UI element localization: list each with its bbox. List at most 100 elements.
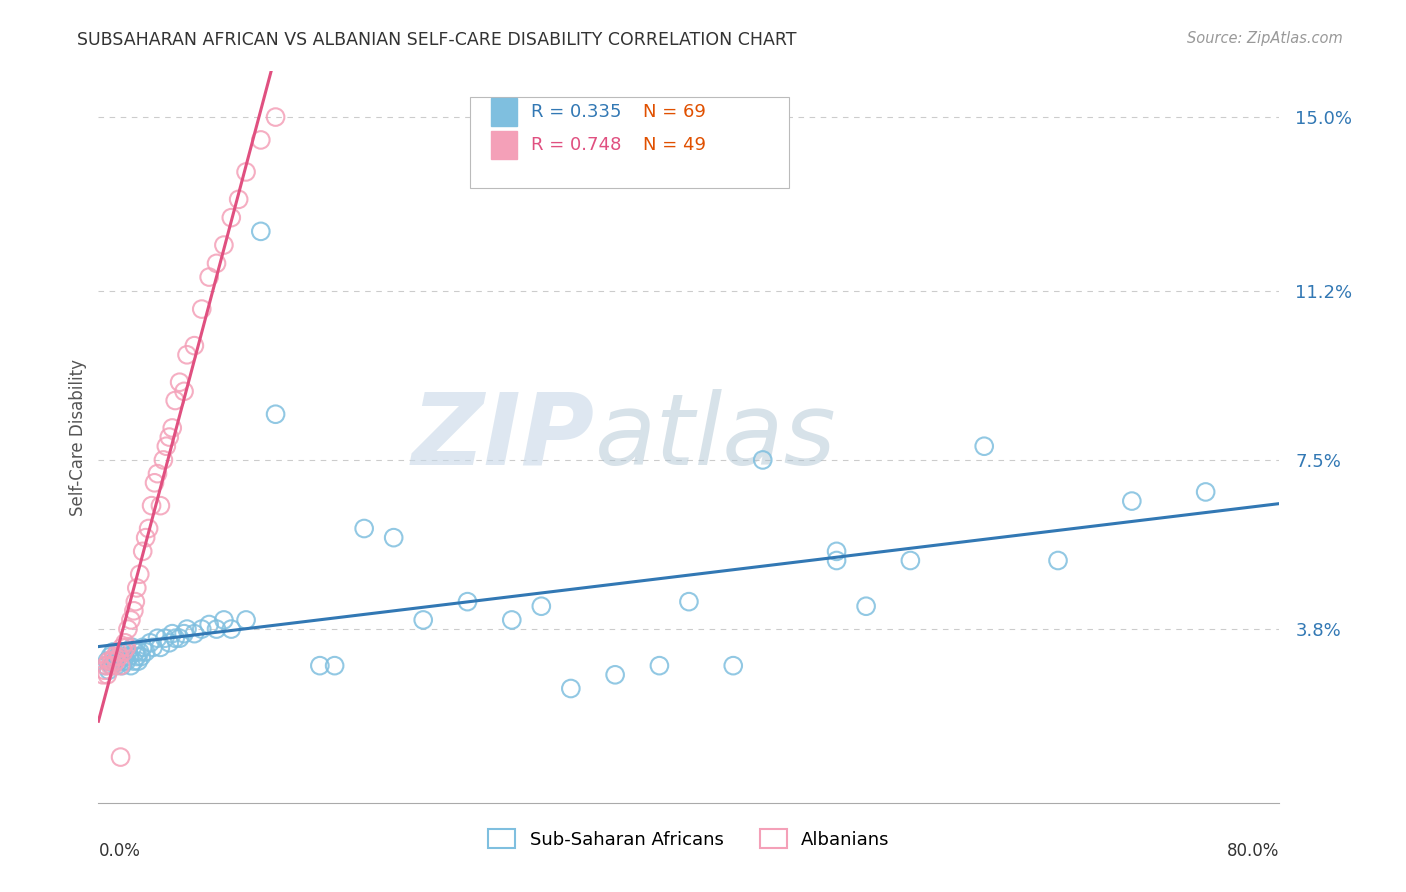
Text: ZIP: ZIP [412,389,595,485]
Point [235,613,257,627]
Point [264,407,287,421]
Point [125,581,148,595]
Point [173,626,195,640]
Text: 80.0%: 80.0% [1227,842,1279,860]
Point [104,649,127,664]
Point [264,110,287,124]
Point [121,640,143,655]
Point [560,681,582,696]
Point [250,224,273,238]
Point [112,654,135,668]
Point [221,211,243,225]
Point [191,302,214,317]
Point [135,645,157,659]
Text: Source: ZipAtlas.com: Source: ZipAtlas.com [1187,31,1343,46]
Point [162,421,183,435]
Legend: Sub-Saharan Africans, Albanians: Sub-Saharan Africans, Albanians [481,822,897,856]
Point [176,348,198,362]
Point [114,649,136,664]
Point [97,654,120,668]
Point [117,622,139,636]
Point [973,439,995,453]
Point [235,165,257,179]
Point [173,384,195,399]
Point [678,595,700,609]
Point [221,622,243,636]
Point [132,640,155,655]
Point [169,376,191,390]
Point [191,622,214,636]
Point [108,654,131,668]
Point [198,617,221,632]
Point [198,270,221,285]
FancyBboxPatch shape [471,97,789,188]
Point [149,640,172,655]
Point [93,663,115,677]
Text: SUBSAHARAN AFRICAN VS ALBANIAN SELF-CARE DISABILITY CORRELATION CHART: SUBSAHARAN AFRICAN VS ALBANIAN SELF-CARE… [77,31,797,49]
Point [127,654,149,668]
Point [723,658,745,673]
Point [103,645,125,659]
Point [94,658,117,673]
Point [124,595,146,609]
Point [228,193,250,207]
Point [900,553,922,567]
Point [143,475,166,490]
Point [122,654,145,668]
FancyBboxPatch shape [491,131,516,159]
Point [153,632,176,646]
Point [139,636,162,650]
Point [117,645,139,659]
Point [105,654,128,668]
Point [1046,553,1070,567]
Point [165,393,187,408]
Point [114,636,136,650]
Point [112,645,135,659]
Point [132,544,155,558]
Point [149,499,172,513]
Point [105,658,128,673]
Point [648,658,671,673]
Point [176,622,198,636]
Point [530,599,553,614]
Point [146,632,169,646]
Point [353,521,375,535]
Point [129,649,152,664]
Text: R = 0.335: R = 0.335 [530,103,621,121]
Point [141,499,163,513]
Point [205,256,228,270]
Point [212,613,235,627]
Point [142,640,165,655]
Point [212,238,235,252]
Point [165,632,187,646]
Point [100,658,122,673]
Point [120,658,142,673]
Point [1121,494,1143,508]
Point [120,613,142,627]
Point [855,599,877,614]
Point [107,645,129,659]
Point [125,649,148,664]
Point [98,649,121,664]
Point [128,567,150,582]
Point [94,658,117,673]
Point [108,649,131,664]
Point [104,654,127,668]
Point [323,658,346,673]
Point [115,640,138,655]
Y-axis label: Self-Care Disability: Self-Care Disability [69,359,87,516]
Point [135,531,157,545]
Text: N = 69: N = 69 [643,103,706,121]
Point [110,645,132,659]
Point [103,658,125,673]
Point [457,595,479,609]
Point [183,626,205,640]
Point [412,613,434,627]
Point [152,453,174,467]
Point [382,531,405,545]
Point [1195,485,1218,500]
Point [183,338,205,352]
Point [169,632,191,646]
Text: N = 49: N = 49 [643,136,706,154]
Point [98,658,121,673]
